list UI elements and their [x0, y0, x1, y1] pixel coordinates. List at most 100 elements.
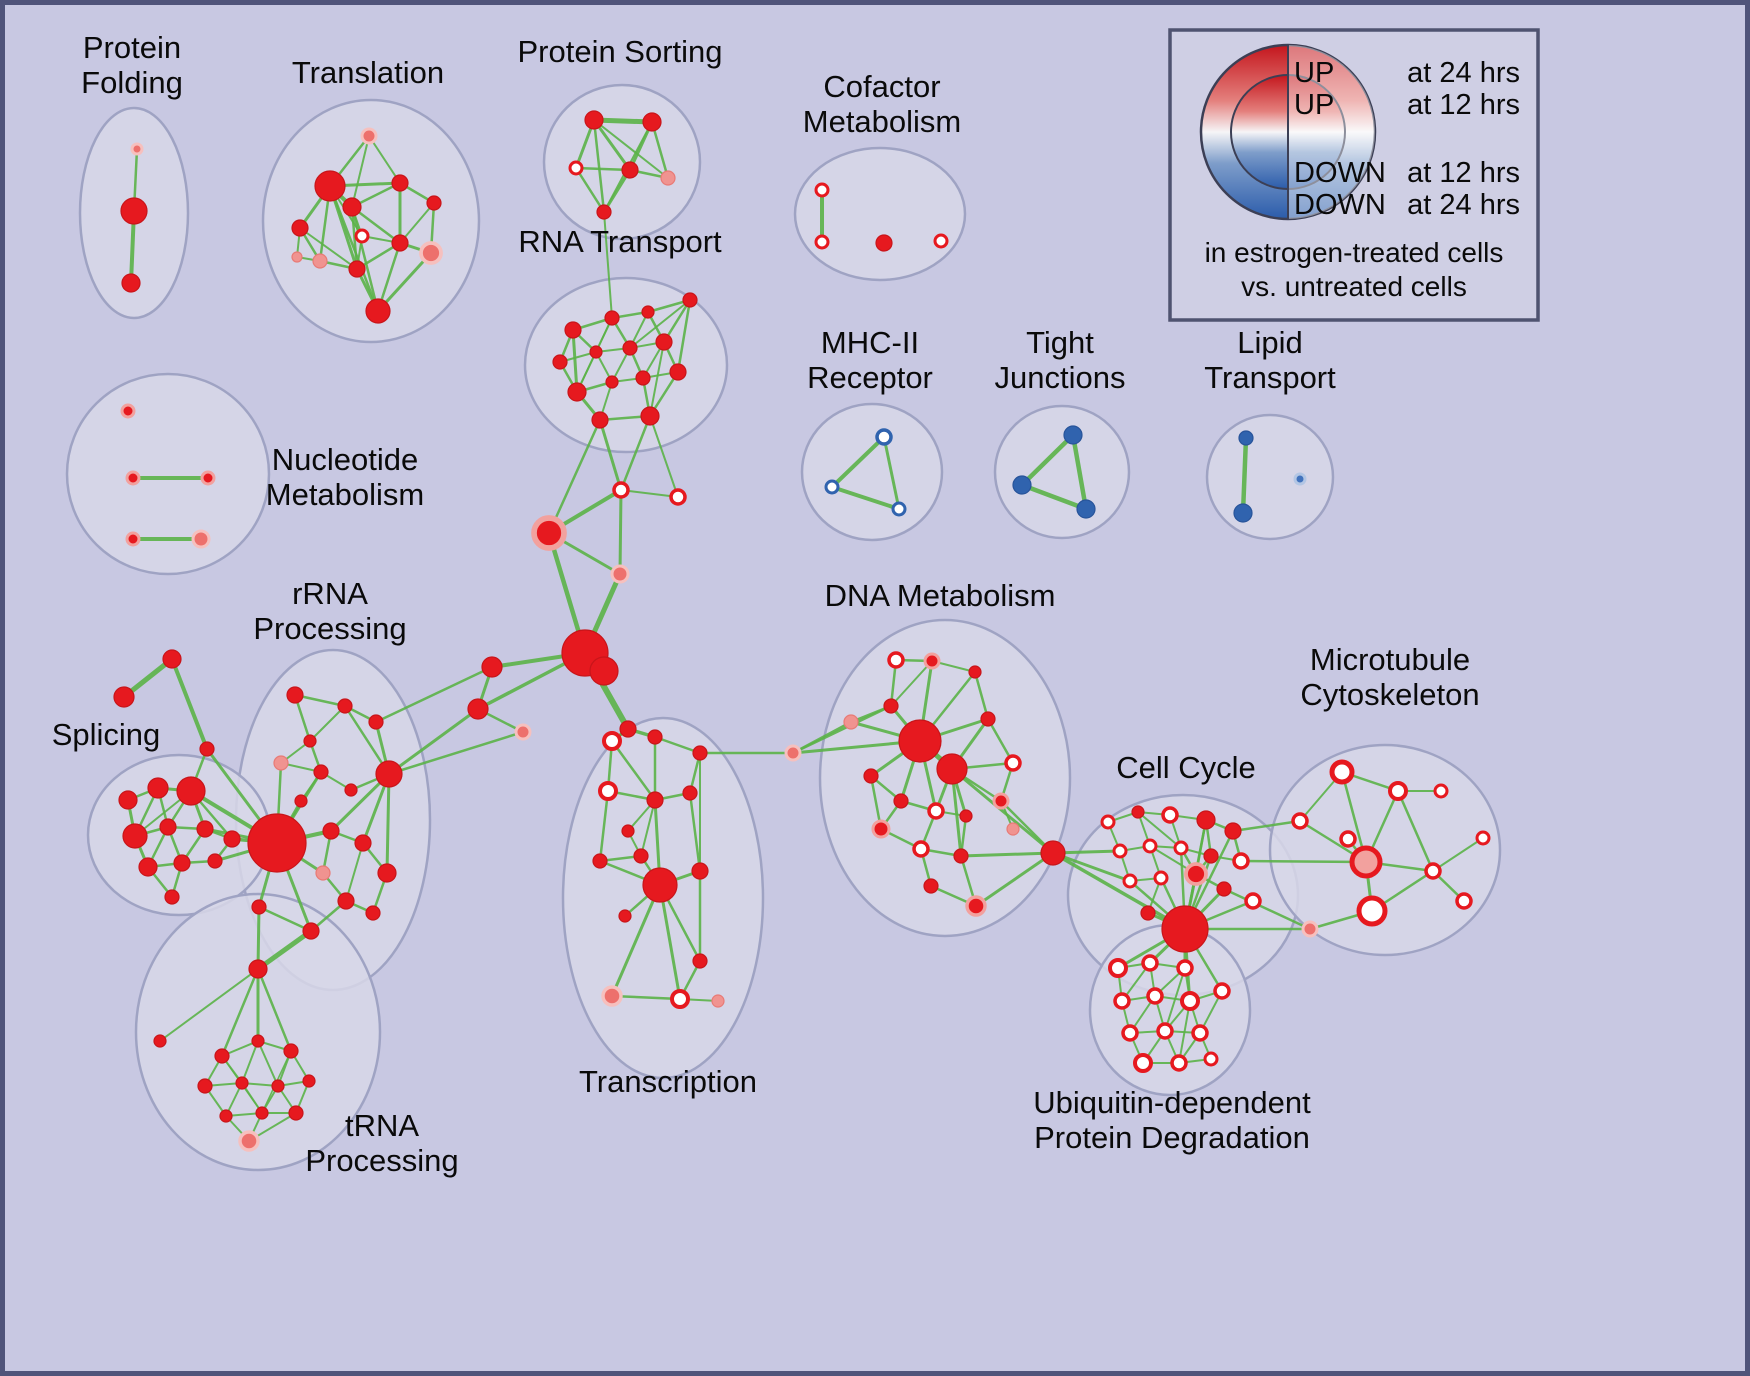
node-ub12 — [1170, 1054, 1188, 1072]
node-txg — [621, 824, 635, 838]
cluster-label-trna-processing: Processing — [305, 1143, 458, 1178]
cluster-ellipse-lipid-transport — [1205, 413, 1335, 541]
node-t7 — [354, 228, 370, 244]
node-txa — [602, 731, 622, 751]
edge-br1-cc15 — [1051, 851, 1187, 931]
node-dm12 — [927, 802, 945, 820]
legend-row-time-1: at 12 hrs — [1407, 89, 1520, 121]
node-cc2 — [1131, 805, 1145, 819]
cluster-ellipse-ubiquitin-degradation — [1088, 923, 1252, 1097]
node-rr3 — [368, 714, 384, 730]
node-tp10 — [255, 1106, 269, 1120]
node-cc9 — [1203, 848, 1219, 864]
node-s3 — [176, 776, 206, 806]
node-j2 — [1012, 475, 1032, 495]
node-tp12 — [238, 1130, 260, 1152]
node-dm15 — [871, 819, 891, 839]
cluster-label-rna-transport: RNA Transport — [518, 224, 722, 259]
node-t3 — [291, 219, 309, 237]
node-r10 — [605, 375, 619, 389]
node-a1 — [113, 686, 135, 708]
node-cc13 — [1184, 862, 1208, 886]
node-hub2 — [589, 656, 619, 686]
cluster-label-mhc-ii-receptor: MHC-II — [821, 325, 919, 360]
edge-rr17-tp1 — [256, 905, 261, 971]
edge-cc14-mc10 — [1222, 887, 1312, 931]
node-txf — [682, 785, 698, 801]
node-a3 — [199, 741, 215, 757]
node-lt1 — [1238, 430, 1254, 446]
cluster-label-cofactor-metabolism: Cofactor — [823, 69, 940, 104]
edge-txa-txe — [610, 739, 657, 802]
cluster-ellipse-mhc-ii-receptor — [800, 402, 944, 542]
node-j3 — [1076, 499, 1096, 519]
node-t4 — [342, 197, 362, 217]
node-r1 — [564, 321, 582, 339]
node-cc10 — [1232, 852, 1250, 870]
cluster-ellipse-nucleotide-metabolism — [65, 372, 271, 576]
edge-txj-txo — [658, 883, 682, 1001]
node-bw — [784, 744, 802, 762]
node-rr18 — [377, 863, 397, 883]
node-rr12 — [354, 834, 372, 852]
edge-p1-p4 — [592, 118, 632, 172]
cluster-label-nucleotide-metabolism: Metabolism — [266, 477, 425, 512]
node-t9 — [348, 260, 366, 278]
cluster-label-nucleotide-metabolism: Nucleotide — [272, 442, 418, 477]
node-dm9 — [1004, 754, 1022, 772]
node-pf3 — [121, 273, 141, 293]
node-rr2 — [337, 698, 353, 714]
edge-txj-txn — [610, 883, 662, 998]
edge-tp13-tp1 — [159, 968, 259, 1042]
legend-row-label-0: UP — [1294, 57, 1334, 89]
node-mc9 — [1455, 892, 1473, 910]
node-tp13 — [153, 1034, 167, 1048]
node-tp9 — [219, 1109, 233, 1123]
node-s9 — [207, 853, 223, 869]
node-j1 — [1063, 425, 1083, 445]
edge-t3-t9 — [299, 227, 358, 270]
node-cc15 — [1161, 905, 1209, 953]
node-ub5 — [1146, 987, 1164, 1005]
node-p1 — [584, 110, 604, 130]
node-mc7 — [1356, 895, 1388, 927]
node-m2 — [824, 479, 840, 495]
edge-r8-r14 — [649, 341, 665, 417]
edge-r4-r7 — [629, 299, 691, 349]
node-dm3 — [968, 665, 982, 679]
node-x3 — [531, 515, 567, 551]
node-rr4 — [303, 734, 317, 748]
node-tp5 — [197, 1078, 213, 1094]
node-mc3 — [1433, 783, 1449, 799]
node-t8 — [312, 253, 328, 269]
node-l1 — [481, 656, 503, 678]
cluster-label-ubiquitin-degradation: Protein Degradation — [1034, 1120, 1310, 1155]
node-cc4 — [1196, 810, 1216, 830]
node-s2 — [147, 777, 169, 799]
edge-m2-m3 — [830, 485, 901, 511]
cluster-label-lipid-transport: Lipid — [1237, 325, 1303, 360]
node-tp11 — [288, 1105, 304, 1121]
cluster-label-protein-folding: Protein — [83, 30, 181, 65]
edge-p1-p6 — [592, 118, 606, 214]
node-br1 — [1040, 840, 1066, 866]
node-r12 — [669, 363, 687, 381]
cluster-label-tight-junctions: Tight — [1026, 325, 1094, 360]
edge-rr15-tp1 — [255, 928, 314, 972]
node-ub11 — [1133, 1053, 1153, 1073]
edge-m1-m3 — [882, 435, 901, 511]
node-rr6 — [375, 760, 403, 788]
edge-ub6-ub12 — [1178, 1000, 1191, 1064]
edge-x1-x5 — [618, 488, 623, 576]
node-cc6 — [1112, 843, 1128, 859]
legend-row-time-0: at 24 hrs — [1407, 57, 1520, 89]
cluster-ellipse-tight-junctions — [993, 404, 1131, 540]
edge-x1-x2 — [620, 489, 679, 498]
node-r7 — [622, 340, 638, 356]
legend-caption-line-1: vs. untreated cells — [1241, 271, 1467, 302]
edge-p1-p5 — [593, 119, 669, 179]
node-x1 — [612, 481, 630, 499]
node-x6 — [619, 720, 637, 738]
node-mc8 — [1424, 862, 1442, 880]
node-txp — [711, 994, 725, 1008]
